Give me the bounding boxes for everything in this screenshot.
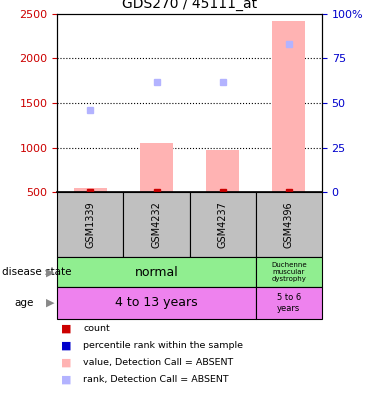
Bar bbox=[57, 192, 124, 257]
Text: normal: normal bbox=[135, 266, 178, 279]
Text: ■: ■ bbox=[61, 324, 71, 334]
Bar bbox=[256, 257, 322, 287]
Text: GSM1339: GSM1339 bbox=[85, 202, 95, 248]
Title: GDS270 / 45111_at: GDS270 / 45111_at bbox=[122, 0, 257, 11]
Text: percentile rank within the sample: percentile rank within the sample bbox=[83, 341, 243, 350]
Bar bbox=[256, 192, 322, 257]
Bar bbox=[124, 192, 189, 257]
Text: GSM4237: GSM4237 bbox=[218, 201, 228, 248]
Bar bbox=[256, 287, 322, 319]
Text: GSM4396: GSM4396 bbox=[284, 202, 294, 248]
Text: ■: ■ bbox=[61, 341, 71, 351]
Bar bbox=[57, 257, 256, 287]
Text: 4 to 13 years: 4 to 13 years bbox=[115, 297, 198, 309]
Bar bbox=[189, 192, 256, 257]
Text: value, Detection Call = ABSENT: value, Detection Call = ABSENT bbox=[83, 358, 233, 367]
Bar bbox=[140, 143, 173, 192]
Text: ■: ■ bbox=[61, 375, 71, 385]
Bar bbox=[74, 188, 107, 192]
Text: Duchenne
muscular
dystrophy: Duchenne muscular dystrophy bbox=[271, 262, 307, 282]
Text: ▶: ▶ bbox=[46, 267, 54, 277]
Bar bbox=[206, 150, 239, 192]
Text: ■: ■ bbox=[61, 358, 71, 368]
Text: disease state: disease state bbox=[2, 267, 71, 277]
Text: ▶: ▶ bbox=[46, 298, 54, 308]
Bar bbox=[272, 21, 305, 192]
Text: count: count bbox=[83, 324, 110, 333]
Bar bbox=[57, 287, 256, 319]
Text: rank, Detection Call = ABSENT: rank, Detection Call = ABSENT bbox=[83, 375, 229, 384]
Text: GSM4232: GSM4232 bbox=[152, 201, 162, 248]
Text: age: age bbox=[15, 298, 34, 308]
Text: 5 to 6
years: 5 to 6 years bbox=[277, 293, 301, 312]
